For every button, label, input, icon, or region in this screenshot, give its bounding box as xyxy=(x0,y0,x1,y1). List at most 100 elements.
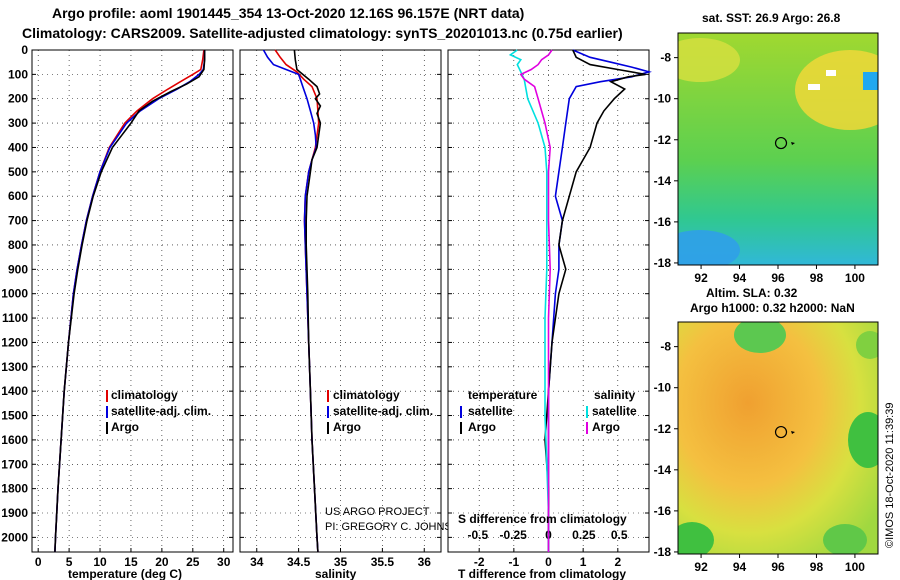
depth-tick-label: 500 xyxy=(8,165,28,179)
depth-tick-label: 1000 xyxy=(1,287,28,301)
t-difference-xlabel: T difference from climatology xyxy=(458,567,626,580)
longitude-label: 100 xyxy=(845,271,865,285)
latitude-label: -14 xyxy=(654,174,672,188)
depth-tick-label: 400 xyxy=(8,140,28,154)
warm-patch xyxy=(678,38,740,82)
longitude-label: 92 xyxy=(694,560,708,574)
longitude-label: 100 xyxy=(845,560,865,574)
longitude-label: 98 xyxy=(810,271,824,285)
latitude-label: -18 xyxy=(654,545,672,559)
x-tick-label: 2 xyxy=(614,555,621,569)
profile-location-circle xyxy=(774,136,788,150)
series-line-argo xyxy=(54,50,206,553)
depth-tick-label: 0 xyxy=(21,43,28,57)
depth-tick-label: 1400 xyxy=(1,384,28,398)
profile-location-circle xyxy=(774,425,788,439)
low-sla-patch xyxy=(678,522,714,554)
legend-swatch-t-argo xyxy=(460,422,462,434)
legend-swatch-climatology xyxy=(327,390,329,402)
salinity-series-lines xyxy=(262,49,322,553)
latitude-label: -8 xyxy=(660,51,671,65)
t-difference-tick-labels: -2 -1 0 1 2 xyxy=(474,555,622,569)
depth-tick-label: 700 xyxy=(8,214,28,228)
s-difference-tick-label: -0.25 xyxy=(499,528,527,542)
x-tick-label: 35.5 xyxy=(371,555,395,569)
series-line-salinity-argo xyxy=(519,49,553,552)
missing-data-patch xyxy=(863,72,878,90)
x-tick-label: 5 xyxy=(66,555,73,569)
drift-arrow-icon xyxy=(791,142,796,146)
sst-caption: sat. SST: 26.9 Argo: 26.8 xyxy=(702,11,841,25)
s-difference-tick-labels: -0.5 -0.25 0 0.25 0.5 xyxy=(467,528,627,542)
legend-swatch-climatology xyxy=(106,390,108,402)
title-line-2: Climatology: CARS2009. Satellite-adjuste… xyxy=(22,25,623,41)
sst-map: 92 94 96 98 100 -8 -10 -12 -14 -16 -18 sat. SST: 2… xyxy=(654,11,879,285)
longitude-label: 92 xyxy=(694,271,708,285)
depth-tick-label: 200 xyxy=(8,92,28,106)
salinity-tick-labels: 34 34.5 35 35.5 36 xyxy=(250,555,431,569)
legend-swatch-s-argo xyxy=(586,422,588,434)
legend-argo: Argo xyxy=(111,420,139,434)
depth-tick-label: 100 xyxy=(8,67,28,81)
series-line-argo xyxy=(293,49,322,553)
x-tick-label: 34.5 xyxy=(287,555,311,569)
s-difference-tick-label: 0.25 xyxy=(572,528,596,542)
depth-tick-label: 1900 xyxy=(1,506,28,520)
imos-watermark: ©IMOS 18-Oct-2020 11:39:39 xyxy=(884,402,896,548)
sla-caption-line-1: Altim. SLA: 0.32 xyxy=(706,286,798,300)
longitude-label: 96 xyxy=(771,560,785,574)
temperature-tick-labels: 0 5 10 15 20 25 30 xyxy=(35,555,231,569)
low-sla-patch xyxy=(823,524,867,554)
sla-caption-line-2: Argo h1000: 0.32 h2000: NaN xyxy=(690,301,855,315)
x-tick-label: 30 xyxy=(217,555,231,569)
legend-swatch-argo xyxy=(327,422,329,434)
latitude-label: -12 xyxy=(654,133,672,147)
longitude-label: 98 xyxy=(810,560,824,574)
title-line-1: Argo profile: aoml 1901445_354 13-Oct-20… xyxy=(52,5,525,21)
x-tick-label: 20 xyxy=(155,555,169,569)
latitude-label: -18 xyxy=(654,256,672,270)
temperature-series-lines xyxy=(54,49,206,553)
temperature-panel: 0100200300400500600700800900100011001200… xyxy=(1,43,234,580)
x-tick-label: 35 xyxy=(334,555,348,569)
latitude-label: -16 xyxy=(654,504,672,518)
salinity-xlabel: salinity xyxy=(315,567,357,580)
depth-tick-label: 1100 xyxy=(2,311,28,325)
legend-salinity-title: salinity xyxy=(594,388,636,402)
cool-patch xyxy=(678,230,740,265)
temperature-axes-frame xyxy=(31,49,234,553)
legend-temperature-title: temperature xyxy=(468,388,538,402)
temperature-grid xyxy=(32,49,233,552)
temperature-xlabel: temperature (deg C) xyxy=(68,567,182,580)
salinity-legend: climatology satellite-adj. clim. Argo xyxy=(327,388,433,434)
legend-climatology: climatology xyxy=(333,388,400,402)
legend-s-satellite: satellite xyxy=(592,404,637,418)
x-tick-label: -1 xyxy=(509,555,520,569)
series-line-salinity-satellite xyxy=(508,49,550,552)
x-tick-label: 0 xyxy=(35,555,42,569)
x-tick-label: 10 xyxy=(93,555,107,569)
difference-legend: temperature salinity satellite Argo sate… xyxy=(460,388,637,434)
low-sla-patch xyxy=(734,322,786,353)
sst-map-ticks: 92 94 96 98 100 -8 -10 -12 -14 -16 -18 xyxy=(654,51,866,285)
difference-panel: -2 -1 0 1 2 -0.5 -0.25 0 0.25 0.5 S difference f… xyxy=(447,49,652,580)
legend-satellite: satellite-adj. clim. xyxy=(333,404,433,418)
latitude-label: -10 xyxy=(654,92,672,106)
credits: US ARGO PROJECT PI: GREGORY C. JOHNSON xyxy=(325,506,468,533)
legend-s-argo: Argo xyxy=(592,420,620,434)
depth-tick-label: 1500 xyxy=(1,409,28,423)
legend-swatch-argo xyxy=(106,422,108,434)
difference-series-lines xyxy=(508,49,652,552)
x-tick-label: -2 xyxy=(474,555,485,569)
sla-map-ticks: 92 94 96 98 100 -8 -10 -12 -14 -16 -18 xyxy=(654,340,866,574)
legend-argo: Argo xyxy=(333,420,361,434)
missing-data-patch xyxy=(826,70,836,76)
x-tick-label: 25 xyxy=(186,555,200,569)
missing-data-patch xyxy=(808,84,820,90)
latitude-label: -14 xyxy=(654,463,672,477)
sla-field xyxy=(678,322,878,554)
legend-t-argo: Argo xyxy=(468,420,496,434)
profile-location-marker xyxy=(774,425,796,439)
drift-arrow-icon xyxy=(791,431,796,435)
